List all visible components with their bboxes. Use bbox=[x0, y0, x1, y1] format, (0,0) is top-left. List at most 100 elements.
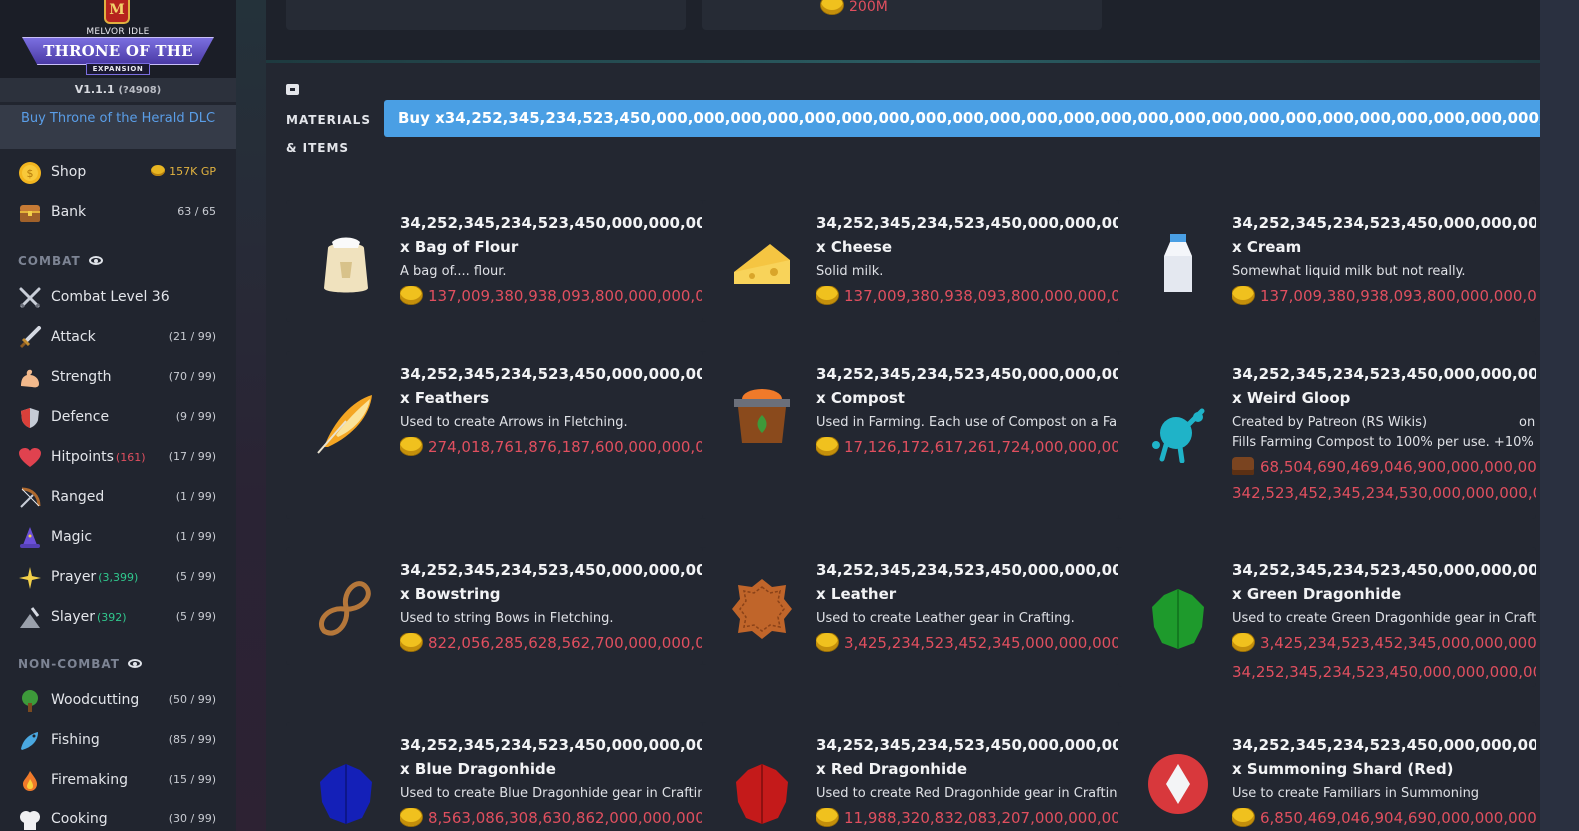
logo-expansion: EXPANSION bbox=[86, 63, 150, 75]
skill-level: (50 / 99) bbox=[168, 693, 216, 706]
shop-item-card[interactable]: 34,252,345,234,523,450,000,000,000,000 x… bbox=[702, 722, 1120, 831]
red-dragonhide-icon bbox=[736, 764, 788, 824]
item-name: x Bowstring bbox=[400, 585, 501, 603]
sidebar-item-combat-level[interactable]: Combat Level 36 bbox=[0, 279, 236, 315]
sidebar-item-slayer[interactable]: Slayer (392) (5 / 99) bbox=[0, 599, 236, 635]
item-quantity: 34,252,345,234,523,450,000,000,000,000 bbox=[1232, 365, 1536, 383]
item-name: x Leather bbox=[816, 585, 897, 603]
sidebar-scroll-strip bbox=[236, 0, 266, 831]
coin-icon bbox=[816, 633, 838, 651]
version-label: V1.1.1 (?4908) bbox=[0, 78, 236, 102]
leather-hide-icon bbox=[732, 579, 792, 639]
item-cost-value: 6,850,469,046,904,690,000,000,000,000 bbox=[1260, 809, 1536, 827]
item-cost: 11,988,320,832,083,207,000,000,000,000 bbox=[816, 808, 1120, 827]
sidebar-item-magic[interactable]: Magic (1 / 99) bbox=[0, 519, 236, 555]
coin-icon bbox=[151, 165, 166, 176]
blue-dragonhide-icon bbox=[320, 764, 372, 824]
sidebar-item-woodcutting[interactable]: Woodcutting (50 / 99) bbox=[0, 682, 236, 718]
gold-coin-icon: $ bbox=[19, 162, 41, 184]
item-description: Somewhat liquid milk but not really. bbox=[1232, 264, 1466, 279]
item-description: Used to create Red Dragonhide gear in Cr… bbox=[816, 786, 1120, 801]
coin-icon bbox=[816, 437, 838, 455]
item-name: x Bag of Flour bbox=[400, 238, 519, 256]
previous-shop-card[interactable] bbox=[286, 0, 686, 30]
item-name: x Cheese bbox=[816, 238, 893, 256]
sidebar-item-fishing[interactable]: Fishing (85 / 99) bbox=[0, 722, 236, 758]
sidebar-item-hitpoints[interactable]: Hitpoints (161) (17 / 99) bbox=[0, 439, 236, 475]
item-description: Used to string Bows in Fletching. bbox=[400, 611, 614, 626]
sidebar-item-label: Fishing bbox=[51, 732, 100, 748]
shop-item-card[interactable]: 34,252,345,234,523,450,000,000,000,000 x… bbox=[286, 200, 704, 322]
coin-icon bbox=[1232, 286, 1254, 304]
skill-name: Hitpoints bbox=[51, 449, 114, 465]
buy-quantity-button[interactable]: Buy x34,252,345,234,523,450,000,000,000,… bbox=[384, 100, 1579, 137]
compost-chest-icon bbox=[1232, 457, 1254, 475]
item-description: Used to create Arrows in Fletching. bbox=[400, 415, 628, 430]
sidebar-item-label: Attack bbox=[51, 329, 96, 345]
item-quantity: 34,252,345,234,523,450,000,000,000,000 bbox=[816, 736, 1120, 754]
sidebar-item-prayer[interactable]: Prayer (3,399) (5 / 99) bbox=[0, 559, 236, 595]
item-name: x Blue Dragonhide bbox=[400, 760, 556, 778]
shop-item-card[interactable]: 34,252,345,234,523,450,000,000,000,000 x… bbox=[1118, 351, 1536, 519]
briefcase-icon bbox=[286, 84, 299, 95]
shop-item-card[interactable]: 34,252,345,234,523,450,000,000,000,000 x… bbox=[702, 200, 1120, 322]
item-cost-value: 68,504,690,469,046,900,000,000,000,000 bbox=[1260, 458, 1536, 476]
sidebar-item-firemaking[interactable]: Firemaking (15 / 99) bbox=[0, 762, 236, 798]
sidebar-item-defence[interactable]: Defence (9 / 99) bbox=[0, 399, 236, 435]
item-cost-value: 137,009,380,938,093,800,000,000,000,000 bbox=[428, 287, 704, 305]
coin-icon bbox=[821, 0, 843, 14]
non-combat-section-header: NON-COMBAT bbox=[18, 657, 142, 671]
sidebar-item-cooking[interactable]: Cooking (30 / 99) bbox=[0, 801, 236, 831]
item-description-text: Created by Patreon (RS Wikis) bbox=[1232, 415, 1428, 430]
tree-icon bbox=[22, 690, 38, 712]
sidebar-item-bank[interactable]: Bank 63 / 65 bbox=[0, 194, 236, 230]
shop-item-card[interactable]: 34,252,345,234,523,450,000,000,000,000 x… bbox=[1118, 547, 1536, 687]
fire-icon bbox=[23, 771, 37, 791]
shop-item-card[interactable]: 34,252,345,234,523,450,000,000,000,000 x… bbox=[286, 547, 704, 665]
coin-icon bbox=[400, 633, 422, 651]
cheese-icon bbox=[734, 244, 790, 284]
item-description: Solid milk. bbox=[816, 264, 884, 279]
shop-item-card[interactable]: 34,252,345,234,523,450,000,000,000,000 x… bbox=[1118, 722, 1536, 831]
heart-icon bbox=[19, 448, 41, 467]
item-cost-value: 3,425,234,523,452,345,000,000,000,000 bbox=[844, 634, 1120, 652]
sidebar-item-label: Firemaking bbox=[51, 772, 128, 788]
category-label: MATERIALS & ITEMS bbox=[286, 113, 371, 155]
bow-icon bbox=[20, 487, 41, 508]
item-cost: 8,563,086,308,630,862,000,000,000,000 bbox=[400, 808, 704, 827]
sidebar-item-shop[interactable]: $ Shop 157K GP bbox=[0, 154, 236, 190]
previous-shop-card[interactable] bbox=[702, 0, 1102, 30]
skill-level: (85 / 99) bbox=[168, 733, 216, 746]
buy-dlc-link[interactable]: Buy Throne of the Herald DLC bbox=[0, 105, 236, 149]
item-description: Used to create Leather gear in Crafting. bbox=[816, 611, 1075, 626]
item-cost: 3,425,234,523,452,345,000,000,000,000 bbox=[816, 633, 1120, 652]
logo-banner: THRONE OF THE HERALD bbox=[22, 37, 214, 65]
main-content: 200M MATERIALS & ITEMS Buy x34,252,345,2… bbox=[266, 0, 1579, 831]
sidebar-item-attack[interactable]: Attack (21 / 99) bbox=[0, 319, 236, 355]
item-cost-value: 8,563,086,308,630,862,000,000,000,000 bbox=[428, 809, 704, 827]
sparkle-icon bbox=[19, 567, 41, 589]
item-quantity: 34,252,345,234,523,450,000,000,000,000 bbox=[816, 214, 1120, 232]
item-description: Used to create Blue Dragonhide gear in C… bbox=[400, 786, 704, 801]
shop-item-card[interactable]: 34,252,345,234,523,450,000,000,000,000 x… bbox=[702, 351, 1120, 519]
combat-section-header: COMBAT bbox=[18, 254, 103, 268]
combat-section-label: COMBAT bbox=[18, 254, 81, 268]
combat-level-label: Combat Level 36 bbox=[51, 289, 170, 305]
eye-icon[interactable] bbox=[88, 256, 103, 265]
item-description: Used to create Green Dragonhide gear in … bbox=[1232, 611, 1536, 626]
item-cost-value: 3,425,234,523,452,345,000,000,000,000 bbox=[1260, 634, 1536, 652]
item-name: x Weird Gloop bbox=[1232, 389, 1351, 407]
sidebar-item-strength[interactable]: Strength (70 / 99) bbox=[0, 359, 236, 395]
shop-item-card[interactable]: 34,252,345,234,523,450,000,000,000,000 x… bbox=[286, 722, 704, 831]
coin-icon bbox=[1232, 633, 1254, 651]
skill-level: (70 / 99) bbox=[168, 370, 216, 383]
game-logo[interactable]: M MELVOR IDLE THRONE OF THE HERALD EXPAN… bbox=[0, 0, 236, 78]
gp-value: 157K GP bbox=[169, 165, 216, 178]
item-cost-secondary: 34,252,345,234,523,450,000,000,000,000 bbox=[1232, 663, 1536, 681]
shop-item-card[interactable]: 34,252,345,234,523,450,000,000,000,000 x… bbox=[702, 547, 1120, 665]
sidebar-item-ranged[interactable]: Ranged (1 / 99) bbox=[0, 479, 236, 515]
eye-icon[interactable] bbox=[127, 659, 142, 668]
shop-item-card[interactable]: 34,252,345,234,523,450,000,000,000,000 x… bbox=[1118, 200, 1536, 322]
skill-level: (9 / 99) bbox=[175, 410, 216, 423]
shop-item-card[interactable]: 34,252,345,234,523,450,000,000,000,000 x… bbox=[286, 351, 704, 519]
